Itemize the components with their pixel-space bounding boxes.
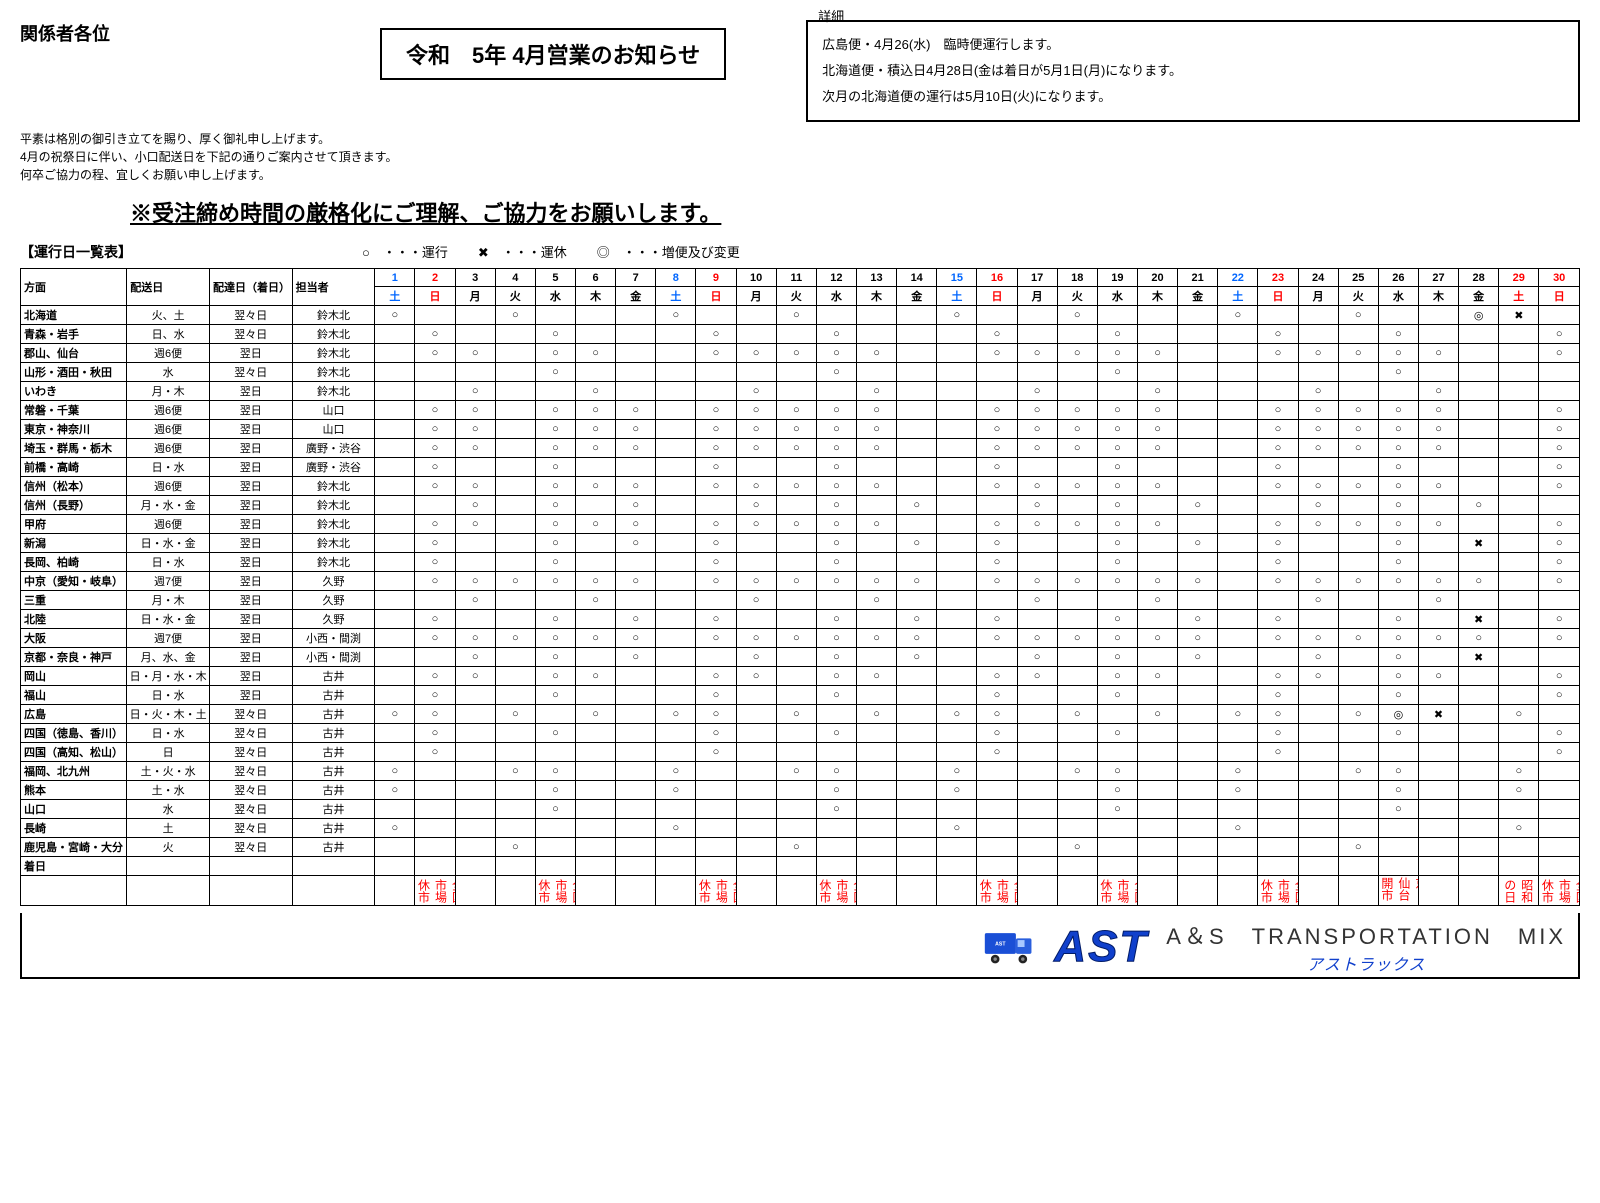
table-row: 鹿児島・宮崎・大分火翌々日古井○○○○ [21,838,1580,857]
legend: ○ ・・・運行 ✖ ・・・運休 ◎ ・・・増便及び変更 [362,242,740,261]
table-row: 郡山、仙台週6便翌日鈴木北○○○○○○○○○○○○○○○○○○○○ [21,344,1580,363]
table-row: 東京・神奈川週6便翌日山口○○○○○○○○○○○○○○○○○○○○○ [21,420,1580,439]
title-box: 令和 5年 4月営業のお知らせ [380,28,726,80]
company-en: A＆S TRANSPORTATION MIX [1166,919,1566,951]
table-row: 北海道火、土翌々日鈴木北○○○○○○○○◎✖ [21,306,1580,325]
table-row: 福岡、北九州土・火・水翌々日古井○○○○○○○○○○○○○ [21,762,1580,781]
greeting-text: 平素は格別の御引き立てを賜り、厚く御礼申し上げます。4月の祝祭日に伴い、小口配送… [20,130,1580,184]
table-row: 四国（高知、松山）日翌々日古井○○○○○ [21,743,1580,762]
table-row: 山口水翌々日古井○○○○ [21,800,1580,819]
table-row: 甲府週6便翌日鈴木北○○○○○○○○○○○○○○○○○○○○○ [21,515,1580,534]
table-row: 京都・奈良・神戸月、水、金翌日小西・間渕○○○○○○○○○○○✖ [21,648,1580,667]
table-row: 三重月・木翌日久野○○○○○○○○ [21,591,1580,610]
table-row: 中京（愛知・岐阜）週7便翌日久野○○○○○○○○○○○○○○○○○○○○○○○○… [21,572,1580,591]
table-row: 長岡、柏崎日・水翌日鈴木北○○○○○○○○○ [21,553,1580,572]
table-title: 【運行日一覧表】 [20,242,132,262]
detail-label: 詳細 [818,4,844,30]
footer: AST AST A＆S TRANSPORTATION MIX アストラックス [22,913,1578,977]
table-row: 北陸日・水・金翌日久野○○○○○○○○○○○✖○ [21,610,1580,629]
notes-row: 全国市場休市全国市場休市全国市場休市全国市場休市全国市場休市全国市場休市全国市場… [21,876,1580,906]
logo-text: AST [1054,922,1148,972]
table-row: 常磐・千葉週6便翌日山口○○○○○○○○○○○○○○○○○○○○○ [21,401,1580,420]
arrival-row: 着日 [21,857,1580,876]
table-row: 広島日・火・木・土翌々日古井○○○○○○○○○○○○○○○◎✖○ [21,705,1580,724]
company-jp: アストラックス [1166,951,1566,975]
table-row: 青森・岩手日、水翌々日鈴木北○○○○○○○○○ [21,325,1580,344]
table-row: いわき月・木翌日鈴木北○○○○○○○○ [21,382,1580,401]
table-row: 福山日・水翌日古井○○○○○○○○○ [21,686,1580,705]
table-row: 四国（徳島、香川）日・水翌々日古井○○○○○○○○○ [21,724,1580,743]
table-row: 信州（松本）週6便翌日鈴木北○○○○○○○○○○○○○○○○○○○○○ [21,477,1580,496]
table-row: 新潟日・水・金翌日鈴木北○○○○○○○○○○○✖○ [21,534,1580,553]
table-row: 前橋・高崎日・水翌日廣野・渋谷○○○○○○○○○ [21,458,1580,477]
table-row: 熊本土・水翌々日古井○○○○○○○○○ [21,781,1580,800]
table-row: 信州（長野）月・水・金翌日鈴木北○○○○○○○○○○○○ [21,496,1580,515]
detail-box: 詳細 広島便・4月26(水) 臨時便運行します。北海道便・積込日4月28日(金は… [806,20,1580,122]
table-row: 岡山日・月・水・木翌日古井○○○○○○○○○○○○○○○○○ [21,667,1580,686]
notice: ※受注締め時間の厳格化にご理解、ご協力をお願いします。 [130,196,1580,228]
recipient: 関係者各位 [20,20,360,46]
svg-text:AST: AST [995,941,1006,947]
table-row: 山形・酒田・秋田水翌々日鈴木北○○○○ [21,363,1580,382]
table-row: 長崎土翌々日古井○○○○○ [21,819,1580,838]
table-row: 埼玉・群馬・栃木週6便翌日廣野・渋谷○○○○○○○○○○○○○○○○○○○○○ [21,439,1580,458]
schedule-table: 方面配送日配達日（着日）担当者1234567891011121314151617… [20,268,1580,906]
truck-icon: AST [982,928,1036,966]
company-block: A＆S TRANSPORTATION MIX アストラックス [1166,919,1566,975]
table-row: 大阪週7便翌日小西・間渕○○○○○○○○○○○○○○○○○○○○○○○○○ [21,629,1580,648]
